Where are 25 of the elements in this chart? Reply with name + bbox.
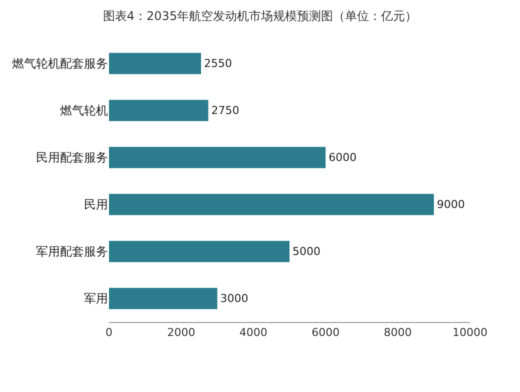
bar bbox=[109, 52, 202, 74]
x-tick-label: 2000 bbox=[167, 326, 196, 340]
y-tick-label: 军用配套服务 bbox=[36, 244, 108, 259]
x-tick-label: 8000 bbox=[384, 326, 412, 340]
bar bbox=[109, 288, 218, 310]
chart-title: 图表4：2035年航空发动机市场规模预测图（单位：亿元） bbox=[102, 9, 418, 24]
bar bbox=[109, 100, 208, 122]
data-label: 6000 bbox=[328, 151, 357, 164]
bar bbox=[109, 194, 434, 216]
y-tick-label: 燃气轮机配套服务 bbox=[12, 56, 108, 71]
y-tick-label: 燃气轮机 bbox=[60, 104, 108, 118]
y-tick-label: 军用 bbox=[84, 292, 108, 306]
x-tick-label: 6000 bbox=[312, 326, 340, 340]
y-tick-label: 民用 bbox=[84, 198, 108, 212]
bar bbox=[109, 240, 290, 262]
bar bbox=[109, 146, 326, 168]
x-tick-label: 4000 bbox=[239, 326, 268, 340]
data-label: 2550 bbox=[204, 57, 232, 70]
data-label: 3000 bbox=[220, 292, 248, 306]
data-label: 5000 bbox=[292, 245, 320, 258]
x-tick-label: 0 bbox=[106, 326, 112, 340]
data-label: 9000 bbox=[436, 198, 465, 211]
data-label: 2750 bbox=[211, 104, 240, 118]
y-tick-label: 民用配套服务 bbox=[36, 150, 108, 165]
x-tick-label: 10000 bbox=[452, 326, 488, 340]
